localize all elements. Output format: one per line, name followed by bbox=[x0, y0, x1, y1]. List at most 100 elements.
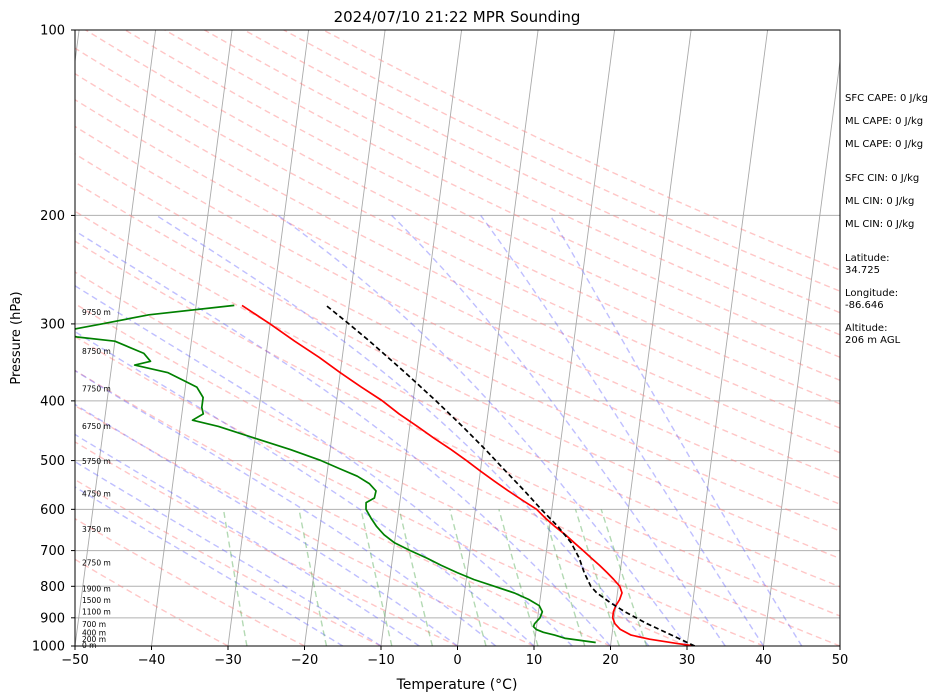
dry-adiabat bbox=[75, 369, 611, 646]
height-label: 200 m bbox=[82, 635, 106, 644]
y-tick-label: 400 bbox=[40, 394, 65, 409]
isotherm-line bbox=[457, 30, 539, 646]
y-tick-label: 100 bbox=[40, 24, 65, 39]
dry-adiabat bbox=[75, 517, 305, 646]
moist-adiabat bbox=[549, 215, 803, 646]
x-tick-label: −30 bbox=[214, 653, 241, 668]
isotherm-line bbox=[75, 30, 157, 646]
sfc-cin-text: SFC CIN: 0 J/kg bbox=[845, 173, 920, 184]
height-label: 400 m bbox=[82, 629, 106, 638]
background-reference-lines bbox=[0, 30, 840, 646]
height-label: 700 m bbox=[82, 620, 106, 629]
mixing-ratio-line bbox=[222, 509, 248, 646]
moist-adiabat bbox=[155, 214, 650, 646]
y-tick-label: 200 bbox=[40, 209, 65, 224]
longitude-text: Longitude: -86.646 bbox=[845, 288, 899, 311]
height-label: 5750 m bbox=[82, 457, 111, 466]
height-label: 7750 m bbox=[82, 384, 111, 393]
isotherm-line bbox=[763, 57, 840, 646]
moist-adiabat bbox=[391, 214, 726, 646]
x-axis-label: Temperature (°C) bbox=[396, 677, 518, 693]
dry-adiabat bbox=[85, 30, 840, 405]
y-tick-label: 800 bbox=[40, 580, 65, 595]
height-label: 4750 m bbox=[82, 490, 111, 499]
ml-cin-text-2: ML CIN: 0 J/kg bbox=[845, 219, 915, 230]
y-tick-label: 600 bbox=[40, 503, 65, 518]
sounding-traces bbox=[75, 304, 696, 646]
mixing-ratio-line bbox=[574, 509, 620, 646]
x-tick-label: 40 bbox=[755, 653, 772, 668]
mixing-ratio-line bbox=[398, 509, 434, 646]
x-tick-label: −40 bbox=[138, 653, 165, 668]
ml-cin-text-1: ML CIN: 0 J/kg bbox=[845, 196, 915, 207]
height-label: 8750 m bbox=[82, 347, 111, 356]
isotherm-line bbox=[686, 30, 769, 646]
height-label: 1500 m bbox=[82, 596, 111, 605]
dry-adiabat bbox=[75, 47, 840, 429]
y-tick-label: 900 bbox=[40, 611, 65, 626]
mixing-ratio-line bbox=[298, 509, 328, 646]
ml-cape-text-2: ML CAPE: 0 J/kg bbox=[845, 139, 924, 150]
x-tick-label: 30 bbox=[679, 653, 696, 668]
mixing-ratio-line bbox=[600, 509, 648, 646]
altitude-text: Altitude: 206 m AGL bbox=[845, 323, 901, 346]
moist-adiabat bbox=[75, 403, 458, 646]
moist-adiabat bbox=[75, 230, 612, 646]
dry-adiabat bbox=[75, 98, 840, 479]
plot-background bbox=[75, 30, 840, 646]
moist-adiabat bbox=[75, 284, 573, 646]
isotherm-line bbox=[610, 30, 692, 646]
x-tick-label: 10 bbox=[526, 653, 543, 668]
ml-cape-text-1: ML CAPE: 0 J/kg bbox=[845, 116, 924, 127]
y-tick-label: 300 bbox=[40, 317, 65, 332]
isotherm-line bbox=[533, 30, 616, 646]
isotherm-line bbox=[151, 30, 233, 646]
dry-adiabat bbox=[204, 30, 840, 336]
mixing-ratio-line bbox=[542, 509, 586, 646]
mixing-ratio-line bbox=[360, 509, 393, 646]
moist-adiabat bbox=[480, 214, 765, 646]
sfc-cape-text: SFC CAPE: 0 J/kg bbox=[845, 93, 928, 104]
isotherm-line bbox=[227, 30, 310, 646]
height-label: 3750 m bbox=[82, 525, 111, 534]
moist-adiabat bbox=[75, 460, 382, 646]
x-tick-label: 50 bbox=[832, 653, 849, 668]
y-tick-label: 1000 bbox=[32, 640, 65, 655]
temperature-trace bbox=[241, 304, 695, 646]
latitude-text: Latitude: 34.725 bbox=[845, 253, 890, 276]
moist-adiabat bbox=[75, 369, 497, 646]
isotherm-line bbox=[304, 30, 386, 646]
mixing-ratio-line bbox=[498, 509, 539, 646]
height-label: 2750 m bbox=[82, 559, 111, 568]
x-tick-label: −10 bbox=[367, 653, 394, 668]
dry-adiabat bbox=[283, 30, 840, 292]
x-tick-label: −20 bbox=[291, 653, 318, 668]
height-label: 6750 m bbox=[82, 422, 111, 431]
y-axis-label: Pressure (hPa) bbox=[9, 291, 24, 384]
moist-adiabat bbox=[277, 214, 688, 646]
moist-adiabat bbox=[75, 486, 344, 646]
y-tick-label: 700 bbox=[40, 544, 65, 559]
isotherm-line bbox=[0, 30, 3, 646]
dry-adiabat bbox=[75, 478, 382, 646]
dewpoint-trace bbox=[75, 304, 596, 644]
height-label: 1100 m bbox=[82, 607, 111, 616]
parcel-trace bbox=[325, 304, 696, 646]
x-tick-label: 20 bbox=[602, 653, 619, 668]
dry-adiabat bbox=[75, 240, 840, 617]
dry-adiabat bbox=[75, 210, 840, 588]
height-label: 1900 m bbox=[82, 585, 111, 594]
mixing-ratio-line bbox=[449, 509, 487, 646]
x-tick-label: 0 bbox=[453, 653, 461, 668]
height-label: 9750 m bbox=[82, 308, 111, 317]
moist-adiabat bbox=[75, 330, 535, 646]
y-tick-label: 500 bbox=[40, 454, 65, 469]
dry-adiabat bbox=[75, 302, 764, 646]
chart-title: 2024/07/10 21:22 MPR Sounding bbox=[334, 8, 581, 26]
x-tick-label: −50 bbox=[61, 653, 88, 668]
dry-adiabat bbox=[75, 404, 535, 646]
dry-adiabat bbox=[75, 125, 840, 505]
